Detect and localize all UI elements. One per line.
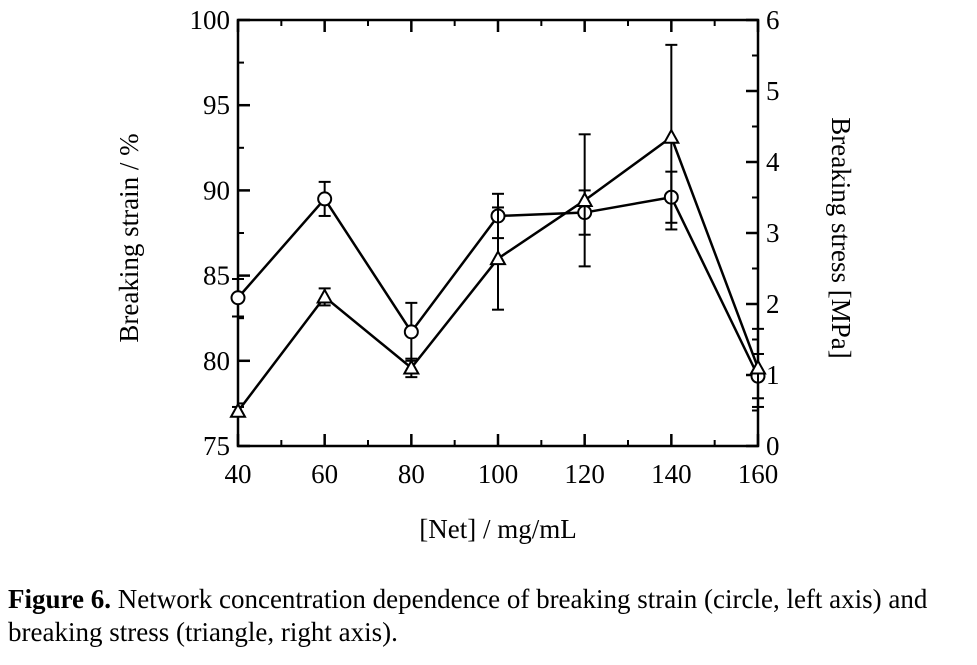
right-tick-label: 1: [766, 360, 780, 390]
left-axis-ticks: 75 80 85 90 95 100: [190, 5, 250, 461]
x-tick-label: 40: [225, 459, 252, 489]
x-tick-label: 160: [738, 459, 779, 489]
caption-text: Network concentration dependence of brea…: [8, 584, 928, 647]
triangle-point: [315, 287, 334, 304]
left-tick-label: 95: [203, 90, 230, 120]
circle-point: [317, 191, 333, 207]
figure-caption: Figure 6. Network concentration dependen…: [8, 583, 968, 649]
right-axis-label: Breaking stress [MPa]: [826, 117, 856, 358]
right-tick-label: 0: [766, 431, 780, 461]
chart: 75 80 85 90 95 100 0 1 2 3 4 5 6 40 60 80 100 120 140 160…: [114, 5, 856, 544]
triangle-series: [229, 43, 767, 418]
triangle-point: [402, 358, 421, 375]
caption-label: Figure 6.: [8, 584, 111, 614]
left-axis-label: Breaking strain / %: [114, 133, 144, 342]
triangle-point: [662, 128, 681, 144]
circle-point: [403, 324, 419, 340]
right-axis-ticks: 0 1 2 3 4 5 6: [746, 5, 780, 461]
circle-point: [230, 290, 246, 306]
x-tick-label: 80: [398, 459, 425, 489]
right-tick-label: 3: [766, 218, 780, 248]
right-tick-label: 2: [766, 289, 780, 319]
triangle-point: [749, 358, 767, 375]
left-tick-label: 100: [190, 5, 231, 35]
right-tick-label: 5: [766, 76, 780, 106]
left-tick-label: 90: [203, 175, 230, 205]
x-axis-ticks: 40 60 80 100 120 140 160: [225, 20, 779, 489]
left-tick-label: 80: [203, 346, 230, 376]
series-layer: [229, 43, 767, 418]
triangle-point: [489, 249, 507, 266]
left-tick-label: 85: [203, 261, 230, 291]
triangle-point: [575, 191, 594, 207]
x-tick-label: 100: [478, 459, 519, 489]
x-tick-label: 60: [311, 459, 338, 489]
left-tick-label: 75: [203, 431, 230, 461]
triangle-point: [229, 402, 247, 418]
x-axis-label: [Net] / mg/mL: [419, 514, 576, 544]
x-tick-label: 120: [564, 459, 605, 489]
x-tick-label: 140: [651, 459, 692, 489]
right-tick-label: 4: [766, 147, 780, 177]
right-tick-label: 6: [766, 5, 780, 35]
